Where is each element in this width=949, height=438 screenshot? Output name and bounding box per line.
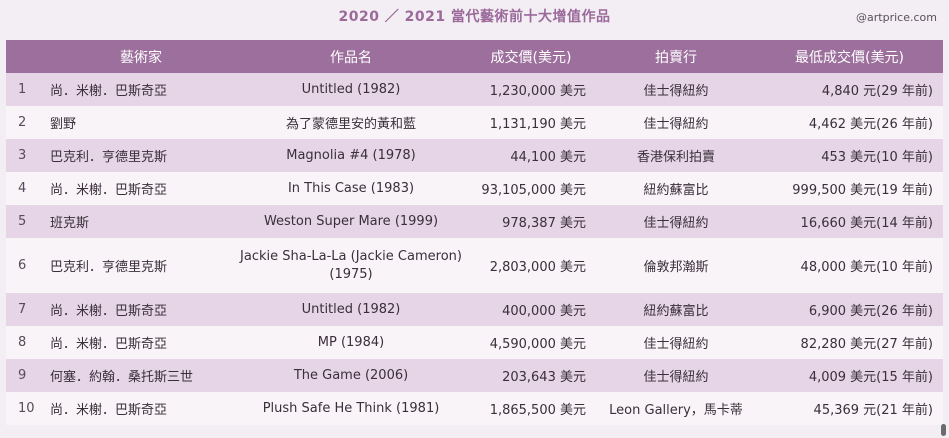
cell-lowest-price: 45,369 元(21 年前)	[813, 403, 933, 418]
cell-price: 1,131,190 美元	[489, 117, 586, 132]
cell-auction-house: Leon Gallery，馬卡蒂	[609, 403, 743, 418]
cell-artist: 尚．米榭．巴斯奇亞	[50, 403, 168, 418]
table-row: 7 尚．米榭．巴斯奇亞 Untitled (1982) 400,000 美元 紐約蘇富比…	[6, 293, 943, 326]
cell-rank: 4	[18, 181, 27, 196]
cell-price: 400,000 美元	[502, 304, 586, 319]
cell-lowest-price: 4,009 美元(15 年前)	[808, 370, 933, 385]
cell-rank: 5	[18, 214, 27, 229]
cell-rank: 10	[18, 401, 35, 416]
cell-auction-house: 佳士得紐約	[643, 216, 709, 231]
cell-work: Jackie Sha-La-La (Jackie Cameron) (1975)	[240, 248, 462, 282]
source-credit: @artprice.com	[856, 11, 937, 24]
cell-auction-house: 紐約蘇富比	[643, 304, 709, 319]
cell-price: 978,387 美元	[502, 216, 586, 231]
table-row: 2 劉野 為了蒙德里安的黃和藍 1,131,190 美元 佳士得紐約 4,462 美元(2…	[6, 106, 943, 139]
cell-rank: 8	[18, 335, 27, 350]
cell-lowest-price: 82,280 美元(27 年前)	[800, 337, 933, 352]
cell-lowest-price: 4,840 元(29 年前)	[821, 84, 933, 99]
cell-work: MP (1984)	[317, 335, 385, 350]
cell-lowest-price: 6,900 美元(26 年前)	[808, 304, 933, 319]
cell-lowest-price: 16,660 美元(14 年前)	[800, 216, 933, 231]
table-row: 1 尚．米榭．巴斯奇亞 Untitled (1982) 1,230,000 美元 佳士得…	[6, 73, 943, 106]
column-header-rank	[6, 40, 46, 73]
table-row: 8 尚．米榭．巴斯奇亞 MP (1984) 4,590,000 美元 佳士得紐約 82,2…	[6, 326, 943, 359]
cell-artist: 何塞．約翰．桑托斯三世	[50, 370, 194, 385]
cell-price: 44,100 美元	[510, 150, 586, 165]
cell-work: Plush Safe He Think (1981)	[262, 401, 440, 416]
cell-auction-house: 香港保利拍賣	[636, 150, 715, 165]
cell-work: Magnolia #4 (1978)	[286, 148, 416, 163]
cell-auction-house: 佳士得紐約	[643, 117, 709, 132]
table-row: 6 巴克利．亨德里克斯 Jackie Sha-La-La (Jackie Camer…	[6, 238, 943, 293]
table-row: 5 班克斯 Weston Super Mare (1999) 978,387 美元 佳士…	[6, 205, 943, 238]
cell-artist: 劉野	[50, 117, 77, 132]
column-header-price: 成交價(美元)	[490, 49, 572, 66]
cell-rank: 7	[18, 302, 27, 317]
table-row: 4 尚．米榭．巴斯奇亞 In This Case (1983) 93,105,000 …	[6, 172, 943, 205]
cell-artist: 尚．米榭．巴斯奇亞	[50, 337, 168, 352]
cell-work: Untitled (1982)	[301, 302, 401, 317]
cell-auction-house: 佳士得紐約	[643, 370, 709, 385]
cell-artist: 巴克利．亨德里克斯	[50, 260, 168, 275]
cell-work: 為了蒙德里安的黃和藍	[285, 117, 416, 132]
column-header-lowest-price: 最低成交價(美元)	[795, 49, 904, 66]
cell-auction-house: 紐約蘇富比	[643, 183, 709, 198]
artworks-table: 藝術家 作品名 成交價(美元) 拍賣行 最低成交價(美元) 1 尚．米榭．巴斯奇亞…	[6, 40, 943, 425]
table-row: 3 巴克利．亨德里克斯 Magnolia #4 (1978) 44,100 美元 香港保…	[6, 139, 943, 172]
cell-artist: 尚．米榭．巴斯奇亞	[50, 183, 168, 198]
cell-lowest-price: 4,462 美元(26 年前)	[808, 117, 933, 132]
cell-rank: 1	[18, 82, 27, 97]
cell-auction-house: 倫敦邦瀚斯	[643, 260, 709, 275]
column-header-artist: 藝術家	[120, 49, 162, 66]
cell-price: 4,590,000 美元	[489, 337, 586, 352]
table-header-row: 藝術家 作品名 成交價(美元) 拍賣行 最低成交價(美元)	[6, 40, 943, 73]
cell-work: The Game (2006)	[293, 368, 409, 383]
cell-price: 93,105,000 美元	[481, 183, 586, 198]
cell-rank: 6	[18, 258, 27, 273]
column-header-work: 作品名	[330, 49, 372, 66]
cell-lowest-price: 999,500 美元(19 年前)	[792, 183, 933, 198]
cell-auction-house: 佳士得紐約	[643, 337, 709, 352]
cell-artist: 尚．米榭．巴斯奇亞	[50, 304, 168, 319]
table-row: 9 何塞．約翰．桑托斯三世 The Game (2006) 203,643 美元 佳士得…	[6, 359, 943, 392]
cell-artist: 巴克利．亨德里克斯	[50, 150, 168, 165]
cell-rank: 3	[18, 148, 27, 163]
cell-price: 1,230,000 美元	[489, 84, 586, 99]
cell-price: 2,803,000 美元	[489, 260, 586, 275]
cell-work: Untitled (1982)	[301, 82, 401, 97]
cell-price: 203,643 美元	[502, 370, 586, 385]
cell-lowest-price: 48,000 美元(10 年前)	[800, 260, 933, 275]
cell-lowest-price: 453 美元(10 年前)	[821, 150, 933, 165]
scrollbar-thumb[interactable]	[941, 424, 946, 436]
cell-artist: 尚．米榭．巴斯奇亞	[50, 84, 168, 99]
column-header-auction-house: 拍賣行	[655, 49, 697, 66]
cell-artist: 班克斯	[50, 216, 90, 231]
cell-work: In This Case (1983)	[287, 181, 415, 196]
cell-rank: 9	[18, 368, 27, 383]
table-title: 2020 ／ 2021 當代藝術前十大增值作品	[338, 9, 611, 25]
cell-price: 1,865,500 美元	[489, 403, 586, 418]
cell-work: Weston Super Mare (1999)	[263, 214, 439, 229]
cell-auction-house: 佳士得紐約	[643, 84, 709, 99]
cell-rank: 2	[18, 115, 27, 130]
table-row: 10 尚．米榭．巴斯奇亞 Plush Safe He Think (1981) 1,8…	[6, 392, 943, 425]
